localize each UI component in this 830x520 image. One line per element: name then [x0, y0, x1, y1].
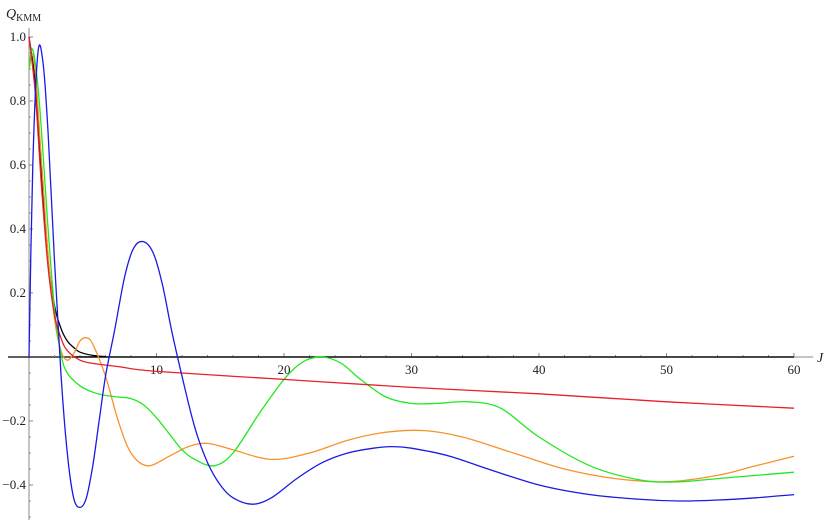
- y-tick-label: −0.2: [2, 413, 26, 428]
- x-tick-label: 60: [788, 362, 801, 377]
- series-orange-line: [28, 53, 795, 483]
- x-tick-label: 20: [278, 362, 291, 377]
- y-tick-label: 1.0: [10, 29, 26, 44]
- x-tick-label: 10: [150, 362, 163, 377]
- series-red-line: [28, 36, 795, 409]
- y-axis: −0.4 −0.2 0.2 0.4 0.6 0.8 1.0: [2, 28, 33, 520]
- x-axis-label: J: [817, 351, 824, 366]
- y-tick-label: 0.8: [10, 93, 26, 108]
- y-axis-label: QKMM: [6, 7, 41, 24]
- x-tick-label: 30: [405, 362, 418, 377]
- y-tick-label: 0.2: [10, 285, 26, 300]
- y-tick-label: 0.6: [10, 157, 27, 172]
- series-green-line: [28, 48, 795, 483]
- series-layer: [28, 36, 795, 509]
- x-tick-label: 50: [660, 362, 673, 377]
- y-tick-label: 0.4: [10, 221, 27, 236]
- series-black-line: [28, 36, 795, 358]
- y-tick-label: −0.4: [2, 477, 26, 492]
- series-blue-line: [28, 44, 795, 509]
- x-tick-label: 40: [533, 362, 546, 377]
